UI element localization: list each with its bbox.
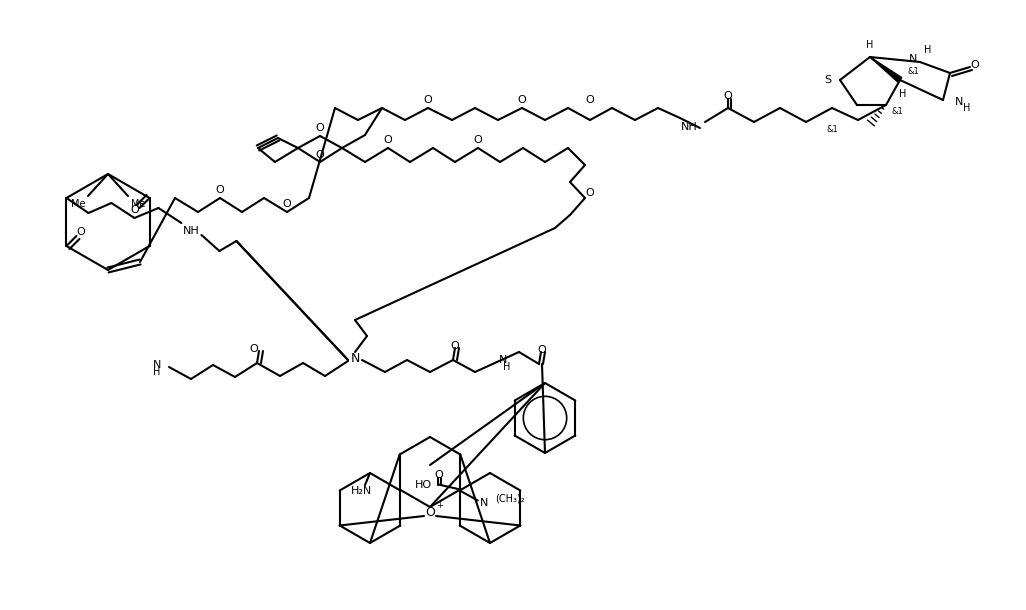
Text: O: O xyxy=(586,188,594,198)
Text: S: S xyxy=(824,75,831,85)
Text: &1: &1 xyxy=(892,107,904,115)
Text: (CH₃)₂: (CH₃)₂ xyxy=(495,493,524,503)
Text: O: O xyxy=(130,205,139,215)
Text: H: H xyxy=(153,367,161,377)
Text: N: N xyxy=(350,351,360,365)
Text: N: N xyxy=(499,355,507,365)
Text: NH: NH xyxy=(681,122,698,132)
Text: O: O xyxy=(424,95,432,105)
Text: N: N xyxy=(909,54,917,64)
Text: NH: NH xyxy=(183,226,200,236)
Text: O: O xyxy=(474,135,482,145)
Text: HO: HO xyxy=(416,479,432,489)
Text: +: + xyxy=(436,500,443,509)
Text: &1: &1 xyxy=(826,126,838,134)
Text: H: H xyxy=(504,362,511,372)
Text: O: O xyxy=(316,123,324,133)
Text: O: O xyxy=(282,199,291,209)
Text: Me: Me xyxy=(71,199,85,209)
Text: O: O xyxy=(586,95,594,105)
Text: O: O xyxy=(384,135,392,145)
Text: H: H xyxy=(963,103,971,113)
Text: O: O xyxy=(450,341,460,351)
Text: O: O xyxy=(971,60,980,70)
Text: N: N xyxy=(153,360,161,370)
Text: H: H xyxy=(866,40,874,50)
Text: O: O xyxy=(215,185,225,195)
Text: H₂N: H₂N xyxy=(351,486,372,496)
Text: O: O xyxy=(316,150,324,160)
Text: H: H xyxy=(924,45,932,55)
Text: O: O xyxy=(538,345,547,355)
Text: Me: Me xyxy=(130,199,146,209)
Text: O: O xyxy=(425,506,435,520)
Text: O: O xyxy=(518,95,526,105)
Text: N: N xyxy=(955,97,963,107)
Text: N: N xyxy=(480,498,488,508)
Polygon shape xyxy=(870,57,902,82)
Text: O: O xyxy=(249,344,259,354)
Text: O: O xyxy=(76,227,85,237)
Text: H: H xyxy=(900,89,907,99)
Text: O: O xyxy=(434,470,442,481)
Text: O: O xyxy=(723,91,733,101)
Text: &1: &1 xyxy=(907,68,918,76)
